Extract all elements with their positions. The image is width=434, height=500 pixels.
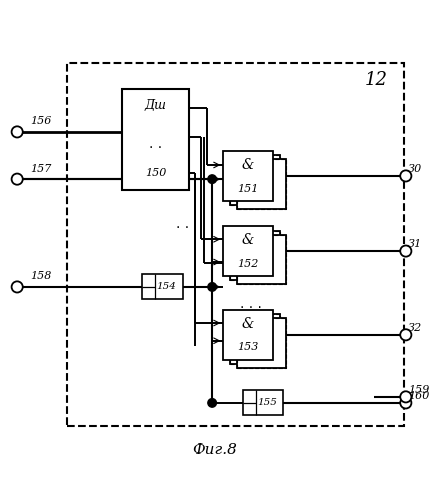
Bar (237, 234, 286, 284)
Text: 159: 159 (408, 384, 429, 394)
Bar (230, 230, 279, 280)
Circle shape (208, 175, 217, 184)
Text: 31: 31 (408, 239, 422, 249)
Text: 12: 12 (364, 72, 387, 90)
Bar (237, 318, 286, 368)
Text: 150: 150 (145, 168, 166, 177)
Bar (230, 314, 279, 364)
Circle shape (400, 170, 411, 181)
Bar (230, 156, 279, 204)
Circle shape (12, 126, 23, 138)
Bar (224, 151, 273, 200)
Text: 153: 153 (237, 342, 259, 352)
Bar (224, 310, 273, 360)
Text: 152: 152 (237, 258, 259, 268)
Bar (237, 160, 286, 209)
Text: &: & (242, 317, 254, 331)
Circle shape (400, 329, 411, 340)
Text: 151: 151 (237, 184, 259, 194)
Text: 30: 30 (408, 164, 422, 174)
Text: 155: 155 (257, 398, 277, 407)
Text: 158: 158 (30, 272, 52, 281)
Bar (224, 226, 273, 276)
Text: &: & (242, 158, 254, 172)
Circle shape (208, 282, 217, 291)
Text: Дш: Дш (145, 99, 167, 112)
Circle shape (12, 174, 23, 184)
Circle shape (400, 398, 411, 408)
Bar (230, 230, 279, 280)
Circle shape (400, 392, 411, 402)
Text: 154: 154 (157, 282, 176, 292)
Circle shape (12, 282, 23, 292)
Text: . .: . . (176, 217, 189, 231)
Circle shape (400, 246, 411, 256)
Text: 160: 160 (408, 390, 429, 400)
Circle shape (208, 398, 217, 407)
Bar (66, 63, 404, 426)
Bar (142, 274, 183, 299)
Text: &: & (242, 233, 254, 247)
Text: 156: 156 (30, 116, 52, 126)
Text: Фиг.8: Фиг.8 (192, 442, 237, 456)
Text: 32: 32 (408, 322, 422, 332)
Bar (122, 89, 189, 190)
Bar (237, 234, 286, 284)
Bar (237, 318, 286, 368)
Bar (230, 314, 279, 364)
Bar (230, 156, 279, 204)
Text: . .: . . (149, 136, 162, 150)
Text: . . .: . . . (240, 296, 262, 310)
Text: 157: 157 (30, 164, 52, 173)
Bar (243, 390, 283, 415)
Bar (237, 160, 286, 209)
